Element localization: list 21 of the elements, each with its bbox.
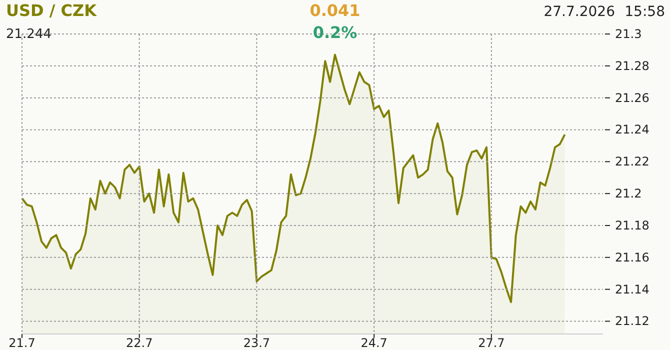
y-tick-label: 21.3 [615,27,642,41]
text: 27.7.2026 [544,4,616,20]
text: 15:58 [624,4,665,20]
y-tick-label: 21.12 [615,314,650,328]
text: 0.041 [310,1,360,20]
y-tick-label: 21.2 [615,186,642,201]
x-tick-label: 23.7 [243,336,270,350]
x-tick-label: 27.7 [478,336,505,350]
chart-title: USD / CZK [6,1,98,20]
annotation: 21.244 [6,27,52,42]
y-tick-label: 21.18 [615,218,650,232]
x-tick-label: 22.7 [126,336,153,350]
annotation: 0.2% [312,23,358,42]
y-tick-label: 21.26 [615,90,650,105]
x-tick-label: 21.7 [8,336,36,350]
y-tick-label: 21.22 [615,154,650,169]
y-tick-label: 21.16 [615,250,650,264]
y-tick-label: 21.28 [615,58,650,73]
x-tick-label: 24.7 [360,336,388,350]
y-tick-label: 21.24 [615,122,650,137]
y-tick-label: 21.14 [615,282,650,296]
